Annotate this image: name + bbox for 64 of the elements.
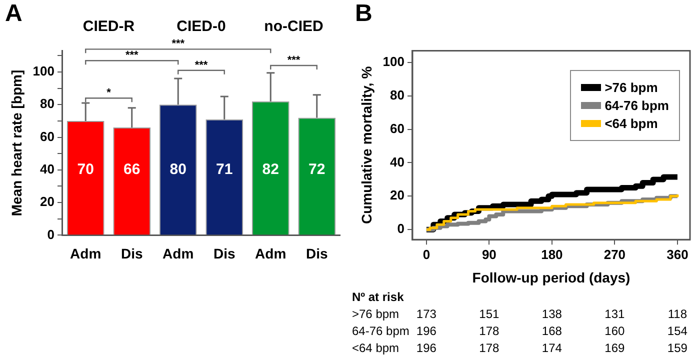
y-tick-label: 20 xyxy=(390,188,404,203)
y-tick-label: 60 xyxy=(390,120,404,136)
chart-title: A xyxy=(5,0,22,28)
text: 131 xyxy=(604,306,626,321)
y-tick-label: 60 xyxy=(40,128,54,144)
text: 168 xyxy=(542,324,562,338)
x-tick-label: 180 xyxy=(541,246,563,262)
x-tick-label: Dis xyxy=(306,245,328,262)
text: 160 xyxy=(604,324,626,338)
data-label: 80 xyxy=(170,161,186,178)
text: 151 xyxy=(479,306,500,321)
x-tick-label: 0 xyxy=(422,246,430,262)
y-tick-label: 100 xyxy=(32,64,54,79)
annotation: *** xyxy=(287,54,301,66)
text: *** xyxy=(172,38,186,50)
y-tick-label: 0 xyxy=(47,226,54,242)
annotation: *** xyxy=(125,50,140,62)
text: 178 xyxy=(479,340,500,355)
legend-label: <64 bpm xyxy=(604,116,658,131)
text: 196 xyxy=(416,324,437,338)
text: 178 xyxy=(479,324,500,338)
chart-title: B xyxy=(355,0,372,28)
x-tick-label: Dis xyxy=(120,245,143,262)
x-tick-label: Adm xyxy=(70,245,102,262)
text: >76 bpm xyxy=(352,306,400,321)
text: 169 xyxy=(604,340,626,355)
x-tick-label: 90 xyxy=(482,246,496,262)
text: 154 xyxy=(667,324,688,338)
text: 138 xyxy=(542,306,562,321)
x-tick-label: Adm xyxy=(162,245,194,262)
y-tick-label: 20 xyxy=(40,194,54,210)
legend-label: 64-76 bpm xyxy=(604,98,669,113)
text: 118 xyxy=(668,306,688,321)
data-label: 66 xyxy=(124,161,140,178)
y-tick-label: 40 xyxy=(390,154,404,170)
legend-label: >76 bpm xyxy=(604,80,658,95)
annotation: *** xyxy=(194,59,208,72)
y-tick-label: 80 xyxy=(40,96,54,112)
annotation: * xyxy=(106,87,112,100)
text: 196 xyxy=(416,340,437,355)
data-label: 72 xyxy=(308,161,326,178)
y-tick-label: 100 xyxy=(382,54,404,70)
text: CIED-R xyxy=(82,18,135,35)
text: 173 xyxy=(416,306,437,321)
text: Nº at risk xyxy=(352,290,404,304)
y-axis-title: Mean heart rate [bpm] xyxy=(8,70,24,216)
y-tick-label: 40 xyxy=(40,162,54,177)
data-label: 70 xyxy=(77,161,94,178)
text: CIED-0 xyxy=(176,18,226,35)
x-tick-label: 360 xyxy=(666,246,688,262)
data-label: 71 xyxy=(216,161,233,178)
text: 159 xyxy=(667,340,688,355)
text: no-CIED xyxy=(264,18,324,35)
data-label: 82 xyxy=(262,161,279,178)
text: 174 xyxy=(542,340,562,355)
text: <64 bpm xyxy=(352,340,400,355)
x-tick-label: Adm xyxy=(255,245,286,262)
y-tick-label: 80 xyxy=(390,87,404,102)
y-tick-label: 0 xyxy=(397,221,404,236)
x-tick-label: Dis xyxy=(213,245,236,262)
x-axis-title: Follow-up period (days) xyxy=(472,269,630,286)
y-axis-title: Cumulative mortality, % xyxy=(358,66,374,224)
text: 64-76 bpm xyxy=(352,324,410,338)
x-tick-label: 270 xyxy=(604,246,626,262)
